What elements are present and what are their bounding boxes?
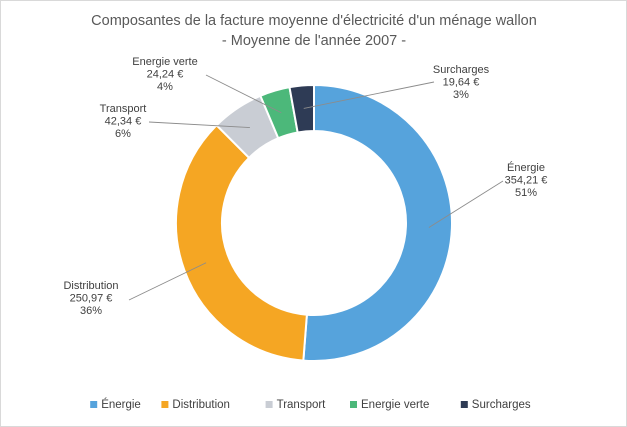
label-percent-surcharges: 3% (453, 89, 469, 101)
legend-label-distribution: Distribution (172, 399, 230, 411)
slice-surcharges (288, 83, 315, 134)
leader-lines-group (128, 74, 504, 301)
legend-label-surcharges: Surcharges (472, 399, 531, 411)
label-value-energie: 354,21 € (505, 175, 548, 187)
leader-line-surcharges (303, 81, 435, 109)
label-value-distribution: 250,97 € (70, 293, 113, 305)
label-value-transport: 42,34 € (105, 116, 142, 128)
label-name-energie-verte: Energie verte (132, 56, 197, 68)
slice-distribution (175, 123, 308, 362)
label-name-surcharges: Surcharges (433, 64, 490, 76)
legend-swatch-energie-verte (350, 401, 357, 408)
legend-swatch-transport (265, 401, 273, 408)
legend-label-energie-verte: Energie verte (361, 399, 429, 411)
label-percent-transport: 6% (115, 128, 131, 140)
chart-subtitle: - Moyenne de l'année 2007 - (222, 33, 406, 49)
label-value-surcharges: 19,64 € (443, 77, 480, 89)
legend-swatch-energie (90, 401, 98, 408)
label-name-energie: Énergie (507, 161, 545, 174)
slices-group (175, 83, 453, 362)
label-name-transport: Transport (100, 103, 147, 115)
leader-line-transport (148, 121, 250, 128)
legend-swatch-surcharges (460, 401, 468, 408)
label-percent-energie-verte: 4% (157, 81, 173, 93)
leader-line-energie (428, 180, 504, 228)
label-percent-distribution: 36% (80, 305, 102, 317)
label-value-energie-verte: 24,24 € (147, 69, 184, 81)
label-percent-energie: 51% (515, 187, 537, 199)
chart-title: Composantes de la facture moyenne d'élec… (91, 13, 537, 29)
legend: Énergie Distribution Transport Energie vert… (90, 398, 531, 411)
legend-label-transport: Transport (277, 399, 327, 411)
leader-line-energie-verte (205, 74, 282, 114)
legend-swatch-distribution (161, 401, 169, 408)
legend-label-energie: Énergie (101, 398, 141, 411)
leader-line-distribution (128, 262, 207, 301)
label-name-distribution: Distribution (63, 280, 118, 292)
slice-energie (302, 83, 453, 362)
